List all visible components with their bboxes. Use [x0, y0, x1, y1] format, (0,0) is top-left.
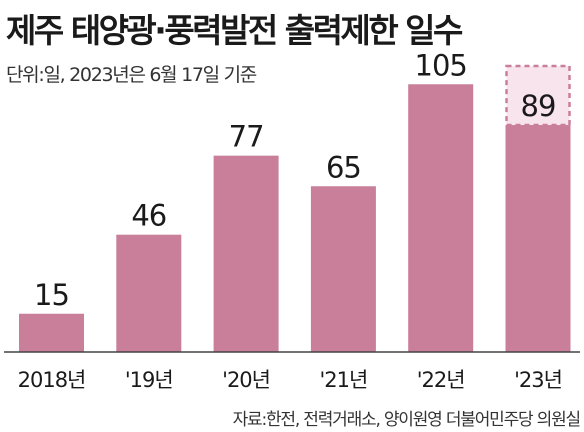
chart-title: 제주 태양광·풍력발전 출력제한 일수 — [6, 11, 463, 50]
bar — [310, 186, 376, 352]
category-label: '23년 — [514, 368, 562, 392]
bar — [19, 313, 84, 352]
bar — [408, 84, 474, 352]
bar — [505, 125, 571, 352]
bar-value-label: 46 — [131, 199, 166, 233]
category-label: '21년 — [319, 368, 367, 392]
bar — [116, 234, 182, 352]
bar-value-label: 89 — [521, 89, 556, 123]
category-label: '19년 — [125, 368, 173, 392]
category-label: 2018년 — [18, 368, 86, 392]
bar-value-label: 105 — [415, 48, 467, 82]
chart-unit-note: 단위:일, 2023년은 6월 17일 기준 — [6, 64, 257, 86]
source-note: 자료:한전, 전력거래소, 양이원영 더불어민주당 의원실 — [232, 410, 582, 430]
bar-value-label: 77 — [229, 120, 264, 154]
category-label: '20년 — [222, 368, 270, 392]
category-label: '22년 — [417, 368, 465, 392]
bars-group: 15 2018년 46 '19년 77 '20년 65 '21년 105 '22년 89 '23년 — [18, 48, 571, 392]
bar — [213, 155, 279, 352]
bar-value-label: 65 — [326, 150, 361, 184]
bar-value-label: 15 — [34, 278, 69, 312]
